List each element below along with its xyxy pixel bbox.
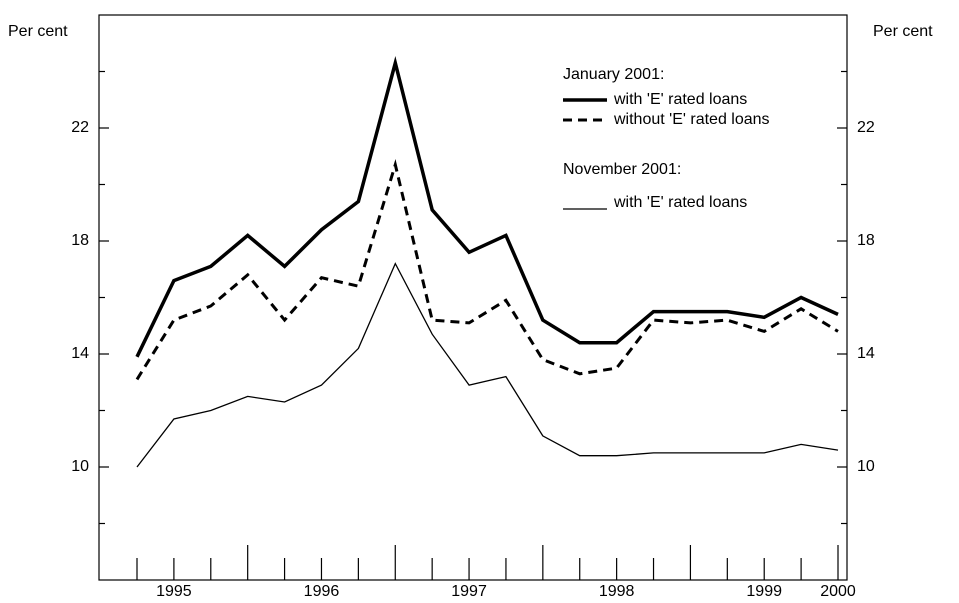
x-tick-label: 2000 (820, 583, 856, 600)
y2-tick-label: 22 (857, 119, 875, 136)
y2-tick-label: 10 (857, 458, 875, 475)
y2-axis-label: Per cent (873, 23, 933, 40)
legend-label: without 'E' rated loans (613, 111, 770, 128)
x-tick-label: 1998 (599, 583, 635, 600)
x-tick-label: 1999 (746, 583, 782, 600)
series-line (135, 56, 839, 358)
series-line (135, 158, 839, 381)
y-tick-label: 22 (71, 119, 89, 136)
y-axis-label: Per cent (8, 23, 68, 40)
legend-label: with 'E' rated loans (613, 194, 747, 211)
x-tick-label: 1995 (156, 583, 192, 600)
y2-tick-label: 14 (857, 345, 875, 362)
y-tick-label: 10 (71, 458, 89, 475)
legend-label: with 'E' rated loans (613, 91, 747, 108)
x-tick-label: 1997 (451, 583, 487, 600)
legend-title: November 2001: (563, 161, 681, 178)
legend-title: January 2001: (563, 66, 664, 83)
y2-tick-label: 18 (857, 232, 875, 249)
y-tick-label: 14 (71, 345, 89, 362)
x-tick-label: 1996 (304, 583, 340, 600)
y-tick-label: 18 (71, 232, 89, 249)
series-line (136, 262, 839, 468)
